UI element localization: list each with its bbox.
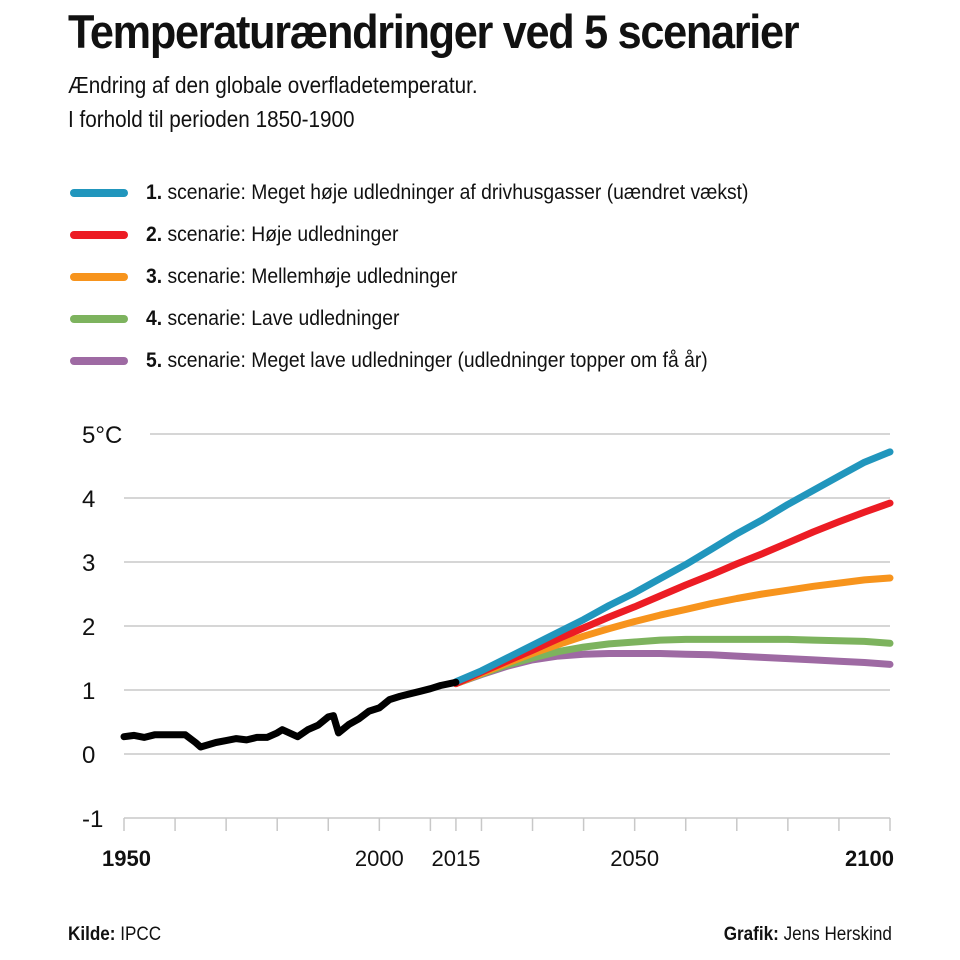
y-tick-label: -1 — [82, 806, 103, 833]
chart-title: Temperaturændringer ved 5 scenarier — [68, 5, 800, 58]
legend-item-scenario-1: 1. scenarie: Meget høje udledninger af d… — [68, 172, 801, 214]
legend-label-scenario-3: 3. scenarie: Mellemhøje udledninger — [146, 265, 458, 288]
legend-label-scenario-4: 4. scenarie: Lave udledninger — [146, 307, 400, 330]
legend-swatch-scenario-4 — [70, 315, 128, 323]
x-tick-label-2050: 2050 — [610, 846, 659, 871]
source-credit: Kilde: IPCC — [68, 924, 162, 945]
x-tick-label-2100: 2100 — [845, 846, 894, 871]
legend-swatch-scenario-5 — [70, 357, 128, 365]
x-tick-label-2000: 2000 — [355, 846, 404, 871]
x-tick-label-2015: 2015 — [431, 846, 480, 871]
legend-item-scenario-4: 4. scenarie: Lave udledninger — [68, 298, 801, 340]
data-lines — [120, 448, 894, 751]
legend-label-scenario-2: 2. scenarie: Høje udledninger — [146, 223, 399, 246]
legend-item-scenario-5: 5. scenarie: Meget lave udledninger (udl… — [68, 340, 801, 382]
y-tick-label: 5°C — [82, 422, 122, 449]
legend-swatch-scenario-3 — [70, 273, 128, 281]
y-tick-label: 0 — [82, 742, 95, 769]
y-tick-label: 2 — [82, 614, 95, 641]
grid-lines — [124, 433, 890, 819]
legend-label-scenario-1: 1. scenarie: Meget høje udledninger af d… — [146, 181, 749, 204]
legend-swatch-scenario-1 — [70, 189, 128, 197]
graphic-credit: Grafik: Jens Herskind — [723, 924, 892, 945]
chart-subtitle-line1: Ændring af den globale overfladetemperat… — [68, 72, 478, 98]
legend: 1. scenarie: Meget høje udledninger af d… — [68, 172, 801, 382]
series-line-scenario-4 — [452, 635, 894, 688]
legend-label-scenario-5: 5. scenarie: Meget lave udledninger (udl… — [146, 349, 708, 372]
y-tick-label: 3 — [82, 550, 95, 577]
series-line-historical — [120, 678, 460, 751]
legend-item-scenario-3: 3. scenarie: Mellemhøje udledninger — [68, 256, 801, 298]
legend-swatch-scenario-2 — [70, 231, 128, 239]
y-tick-label: 4 — [82, 486, 95, 513]
chart-subtitle-line2: I forhold til perioden 1850-1900 — [68, 106, 355, 132]
x-tick-label-1950: 1950 — [102, 846, 151, 871]
x-axis — [123, 818, 891, 831]
x-axis-labels: 1950 2000 2015 2050 2100 — [102, 846, 894, 871]
y-tick-label: 1 — [82, 678, 95, 705]
y-axis-labels: 5°C 4 3 2 1 0 -1 — [82, 422, 122, 833]
series-line-scenario-2 — [452, 499, 894, 688]
series-line-scenario-1 — [452, 448, 894, 686]
legend-item-scenario-2: 2. scenarie: Høje udledninger — [68, 214, 801, 256]
